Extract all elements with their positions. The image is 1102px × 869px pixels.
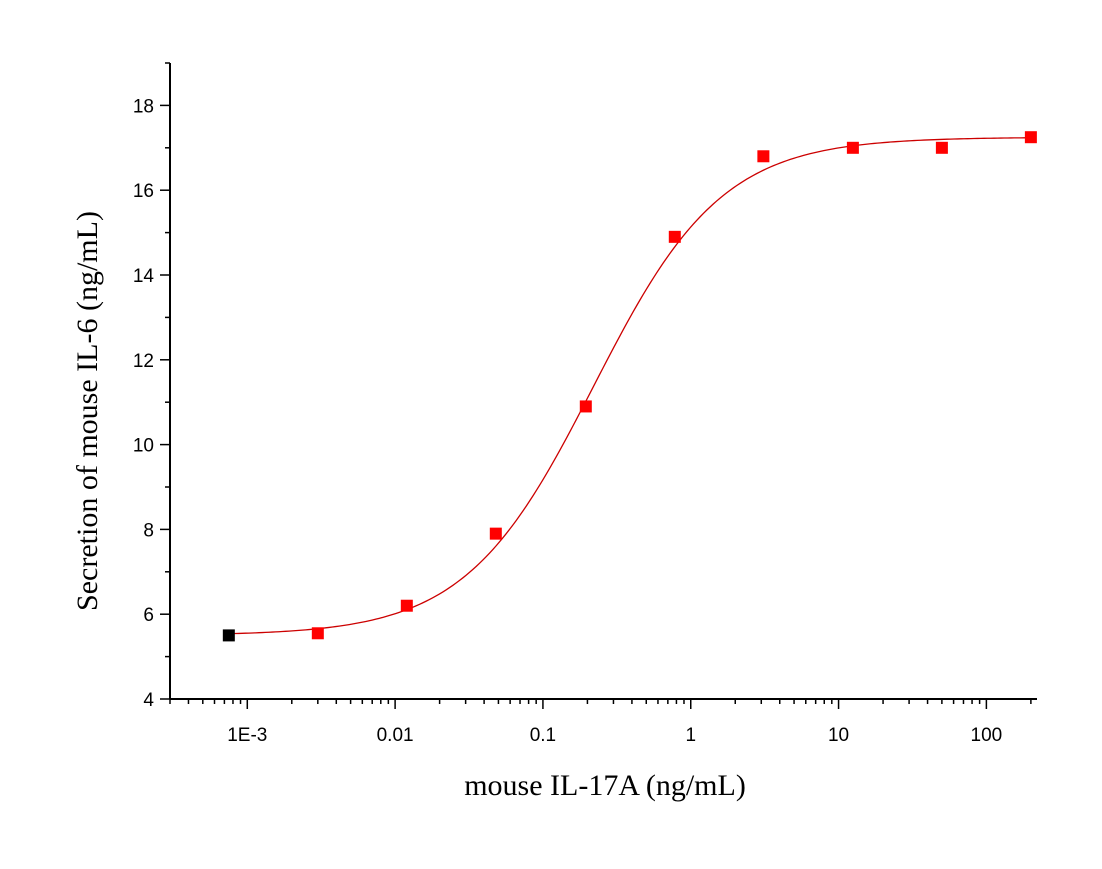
y-tick-label: 12: [133, 351, 154, 372]
y-tick-label: 14: [133, 266, 155, 287]
y-tick-label: 6: [143, 605, 154, 626]
data-point-marker: [222, 629, 235, 642]
y-tick-label: 4: [143, 690, 154, 711]
data-point-marker: [489, 527, 502, 540]
y-axis-title: Secretion of mouse IL-6 (ng/mL): [71, 211, 104, 611]
fit-curve-line: [228, 137, 1031, 635]
data-point-marker: [311, 627, 324, 640]
data-point-marker: [935, 141, 948, 154]
data-point-marker: [400, 599, 413, 612]
data-point-marker: [846, 141, 859, 154]
x-tick-label: 1: [685, 725, 696, 746]
data-point-marker: [1024, 131, 1037, 144]
data-point-marker: [579, 400, 592, 413]
y-tick-label: 16: [133, 181, 154, 202]
x-tick-label: 0.1: [530, 725, 556, 746]
y-tick-label: 10: [133, 436, 154, 457]
x-tick-label: 0.01: [377, 725, 414, 746]
x-axis-title: mouse IL-17A (ng/mL): [464, 769, 746, 802]
x-tick-label: 100: [971, 725, 1003, 746]
data-point-marker: [757, 150, 770, 163]
data-point-marker: [668, 230, 681, 243]
y-tick-label: 18: [133, 96, 154, 117]
x-tick-label: 10: [828, 725, 849, 746]
y-tick-label: 8: [143, 520, 154, 541]
x-tick-label: 1E-3: [227, 725, 267, 746]
